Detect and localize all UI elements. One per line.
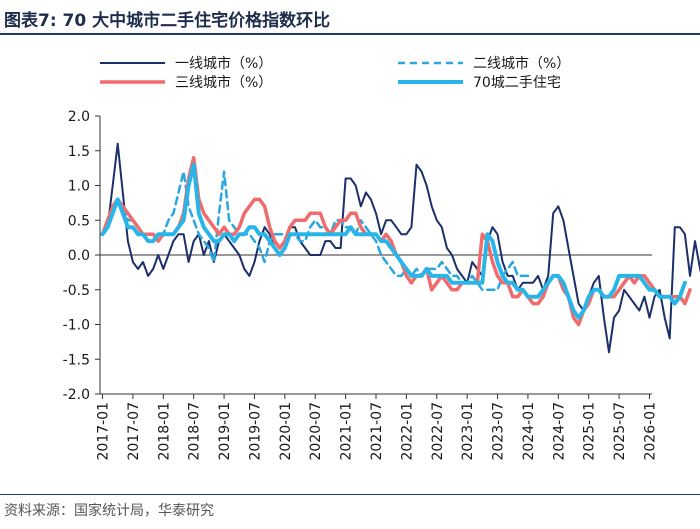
y-tick-label: -1.0 <box>63 318 90 334</box>
y-tick-label: 1.0 <box>68 179 90 195</box>
y-tick-label: -2.0 <box>63 387 90 403</box>
legend-label-4: 70城二手住宅 <box>473 75 561 91</box>
x-tick-label: 2020-01 <box>278 402 294 461</box>
line-chart: -2.0 -1.5 -1.0 -0.5 0.0 0.5 1.0 1.5 2.0 2017-01 20… <box>63 55 700 461</box>
legend-label-3: 三线城市（%） <box>175 74 272 91</box>
x-tick-label: 2017-07 <box>126 402 142 461</box>
title-bar: 图表7: 70 大中城市二手住宅价格指数环比 <box>0 0 700 35</box>
x-tick-label: 2018-01 <box>156 402 172 461</box>
footer-divider <box>0 494 700 495</box>
x-tick-label: 2025-01 <box>582 402 598 461</box>
legend-label-1: 一线城市（%） <box>175 55 272 72</box>
x-tick-label: 2024-07 <box>551 402 567 461</box>
series-line-1 <box>101 142 700 354</box>
legend-label-2: 二线城市（%） <box>473 55 570 72</box>
x-tick-label: 2019-01 <box>217 402 233 461</box>
source-note: 资料来源：国家统计局，华泰研究 <box>4 503 214 519</box>
title-divider <box>0 33 700 35</box>
chart-title: 图表7: 70 大中城市二手住宅价格指数环比 <box>4 11 331 31</box>
series-line-2 <box>101 170 530 292</box>
x-tick-label: 2022-01 <box>399 402 415 461</box>
x-tick-label: 2020-07 <box>308 402 324 461</box>
series-line-4 <box>100 162 687 320</box>
x-tick-label: 2021-07 <box>369 402 385 461</box>
x-tick-label: 2022-07 <box>430 402 446 461</box>
y-tick-label: 1.5 <box>68 144 90 160</box>
x-tick-label: 2023-01 <box>460 402 476 461</box>
x-tick-label: 2021-01 <box>339 402 355 461</box>
y-tick-label: -1.5 <box>63 352 90 368</box>
x-tick-label: 2024-01 <box>521 402 537 461</box>
y-tick-label: -0.5 <box>63 283 90 299</box>
y-tick-label: 0.5 <box>68 213 90 229</box>
x-tick-label: 2026-01 <box>642 402 658 461</box>
y-tick-label: 0.0 <box>68 248 90 264</box>
x-tick-label: 2019-07 <box>247 402 263 461</box>
x-tick-label: 2023-07 <box>491 402 507 461</box>
x-tick-label: 2017-01 <box>96 402 112 461</box>
x-tick-label: 2018-07 <box>187 402 203 461</box>
x-tick-label: 2025-07 <box>612 402 628 461</box>
y-tick-label: 2.0 <box>68 109 90 125</box>
